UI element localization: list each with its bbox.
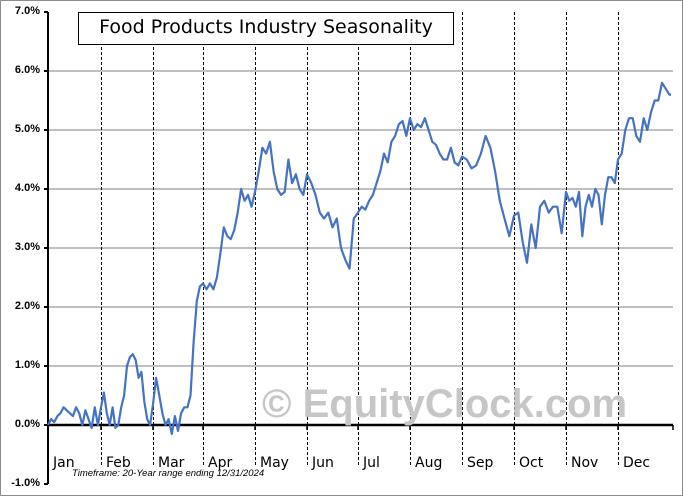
y-tick-label: 1.0%: [14, 359, 40, 371]
watermark: © EquityClock.com: [262, 382, 628, 426]
y-tick-label: 5.0%: [14, 123, 40, 135]
month-label-feb: Feb: [106, 455, 131, 471]
chart-title: Food Products Industry Seasonality: [99, 16, 433, 38]
y-tick-label: -1.0%: [11, 477, 40, 489]
month-label-nov: Nov: [571, 455, 599, 471]
month-label-mar: Mar: [158, 455, 185, 471]
seasonality-line: [47, 81, 671, 435]
y-tick-label: 7.0%: [14, 5, 40, 17]
month-label-apr: Apr: [208, 455, 233, 471]
month-label-jan: Jan: [53, 455, 75, 471]
y-tick-label: 0.0%: [14, 418, 40, 430]
month-label-may: May: [260, 455, 289, 471]
y-tick-label: 6.0%: [14, 64, 40, 76]
month-label-oct: Oct: [519, 455, 544, 471]
month-label-dec: Dec: [623, 455, 651, 471]
month-label-jun: Jun: [312, 455, 334, 471]
month-label-jul: Jul: [363, 455, 380, 471]
month-label-sep: Sep: [467, 455, 494, 471]
y-tick-label: 3.0%: [14, 241, 40, 253]
month-label-aug: Aug: [415, 455, 443, 471]
chart-title-box: Food Products Industry Seasonality: [78, 12, 454, 45]
y-tick-label: 4.0%: [14, 182, 40, 194]
timeframe-footnote: Timeframe: 20-Year range ending 12/31/20…: [72, 468, 265, 479]
y-tick-label: 2.0%: [14, 300, 40, 312]
